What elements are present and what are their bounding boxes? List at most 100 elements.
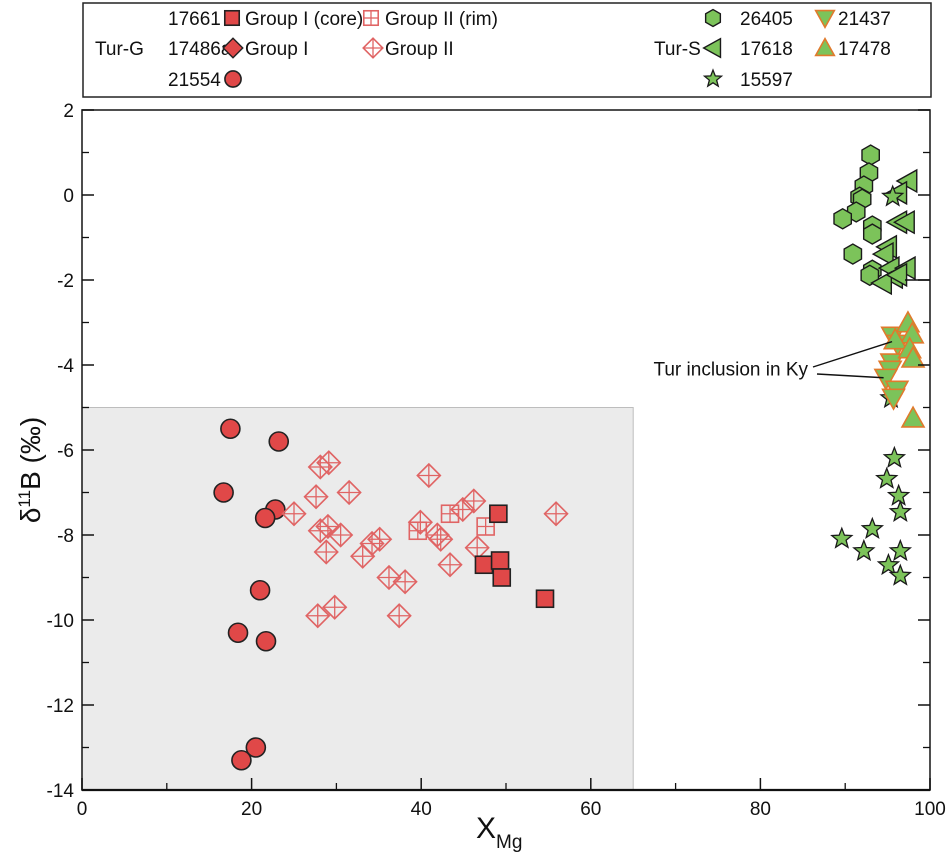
- data-point-circle: [220, 418, 241, 440]
- legend-tur-g-label: Tur-G: [95, 39, 144, 60]
- data-point-diamond-cross: [315, 513, 341, 540]
- legend-marker-diamond-cross: [362, 37, 384, 59]
- y-axis-title-delta: δ: [15, 508, 46, 524]
- data-point-star: [888, 563, 913, 586]
- data-point-hexagon: [860, 264, 880, 287]
- data-point-square-filled: [490, 551, 510, 570]
- series-17661-group-i-core-: [474, 504, 555, 609]
- data-point-hexagon: [843, 243, 863, 265]
- annotation-leader-line: [812, 340, 893, 368]
- legend-group-label: Group II: [385, 39, 454, 60]
- legend-entry-26405: 26405: [704, 8, 793, 30]
- data-point-diamond-cross: [367, 526, 393, 552]
- data-point-star: [882, 445, 907, 469]
- series-17618: [870, 168, 918, 296]
- data-point-star: [860, 516, 885, 540]
- legend-marker-star: [702, 68, 724, 88]
- legend-sample-id: 17618: [740, 39, 793, 60]
- legend-entry-17486a2: Group II: [362, 37, 454, 60]
- data-point-square-grid: [440, 504, 460, 524]
- legend-group-label: Group I (core): [245, 9, 363, 30]
- data-point-diamond-cross: [424, 522, 450, 548]
- data-point-circle: [227, 622, 249, 644]
- y-axis: 2 0 -2 -4 -6 -8 -10 -12 -14: [47, 101, 930, 802]
- legend-entry-21437: 21437: [814, 9, 891, 30]
- legend-entry-21554: 21554: [168, 70, 242, 91]
- data-point-triangle-down: [881, 388, 906, 411]
- legend-sample-id: 17661: [168, 9, 221, 30]
- x-axis-title: XMg: [476, 812, 522, 853]
- data-point-triangle-left: [871, 241, 894, 267]
- legend-marker-square-grid: [362, 9, 380, 27]
- data-point-square-filled: [489, 504, 508, 524]
- y-tick-label: -4: [57, 356, 74, 377]
- data-point-diamond-cross: [386, 603, 412, 629]
- y-tick-label: -6: [57, 441, 74, 462]
- data-point-circle: [245, 737, 267, 758]
- legend-entry-17661: 17661 Group I (core): [168, 9, 363, 30]
- data-point-triangle-up: [882, 327, 908, 350]
- legend-marker-circle: [224, 70, 242, 88]
- data-point-hexagon: [833, 207, 853, 230]
- data-point-square-filled: [492, 568, 512, 587]
- legend-entry-17618: 17618: [702, 37, 793, 60]
- legend-marker-triangle-down: [814, 9, 836, 29]
- legend-entry-15597: 15597: [702, 68, 793, 91]
- legend-sample-id: 21437: [838, 9, 891, 30]
- x-tick-label: 40: [411, 799, 432, 820]
- data-point-star: [852, 538, 876, 562]
- data-point-star: [888, 499, 913, 523]
- data-point-star: [876, 552, 901, 576]
- x-tick-label: 60: [580, 799, 601, 820]
- data-point-square-grid: [408, 521, 428, 541]
- data-point-star: [888, 538, 913, 562]
- legend-marker-square-filled: [223, 9, 241, 27]
- data-point-diamond-cross: [322, 594, 348, 620]
- legend-marker-triangle-left: [702, 37, 722, 59]
- data-point-diamond-cross: [416, 462, 442, 489]
- legend: Tur-G Tur-S 17661 Group I (core) Group II …: [82, 2, 932, 98]
- legend-marker-triangle-up: [814, 37, 836, 57]
- plot-area: 0 20 40 60 80 100 20-2-4-6-8-10-12-14 Tur inc…: [47, 101, 946, 820]
- annotation-leader-line: [816, 373, 884, 379]
- data-point-circle: [254, 507, 276, 529]
- legend-group-label: Group II (rim): [385, 9, 498, 30]
- y-axis-title-superscript: 11: [15, 490, 34, 508]
- data-point-circle: [249, 579, 271, 601]
- x-tick-label: 0: [77, 799, 88, 820]
- legend-entry-17661rim: Group II (rim): [362, 9, 498, 30]
- legend-marker-hexagon: [704, 8, 722, 28]
- data-point-diamond-cross: [313, 539, 339, 565]
- data-point-triangle-left: [870, 270, 893, 296]
- data-point-diamond-cross: [376, 564, 402, 591]
- series-17478: [882, 310, 926, 428]
- y-axis-title-rest: B (‰): [15, 417, 46, 490]
- legend-entry-17478: 17478: [814, 37, 891, 60]
- annotation: Tur inclusion in Ky: [653, 279, 930, 380]
- data-point-triangle-up: [900, 345, 926, 368]
- y-tick-label: 0: [63, 186, 74, 207]
- data-point-hexagon: [861, 144, 881, 166]
- data-point-circle: [231, 749, 252, 771]
- data-point-diamond-cross: [305, 603, 331, 629]
- y-tick-label: -8: [57, 526, 74, 547]
- data-point-star: [886, 483, 911, 506]
- legend-entry-17486a: 17486a Group I: [168, 37, 308, 60]
- series-21554: [213, 418, 290, 771]
- legend-sample-id: 17486a: [168, 39, 232, 60]
- data-point-diamond-cross: [336, 479, 362, 506]
- x-tick-label: 20: [241, 799, 262, 820]
- data-point-square-filled: [535, 589, 555, 609]
- data-point-diamond-cross: [281, 501, 307, 527]
- data-point-triangle-down: [873, 368, 899, 391]
- y-axis-title: δ11B (‰): [15, 417, 46, 523]
- data-point-square-filled: [474, 555, 494, 575]
- data-point-diamond-cross: [328, 522, 354, 548]
- y-tick-label: -10: [47, 611, 74, 632]
- data-point-circle: [213, 482, 234, 503]
- y-tick-label: -12: [47, 696, 74, 717]
- data-point-star: [830, 526, 854, 549]
- data-point-diamond-cross: [392, 569, 418, 595]
- legend-tur-s-label: Tur-S: [654, 39, 701, 60]
